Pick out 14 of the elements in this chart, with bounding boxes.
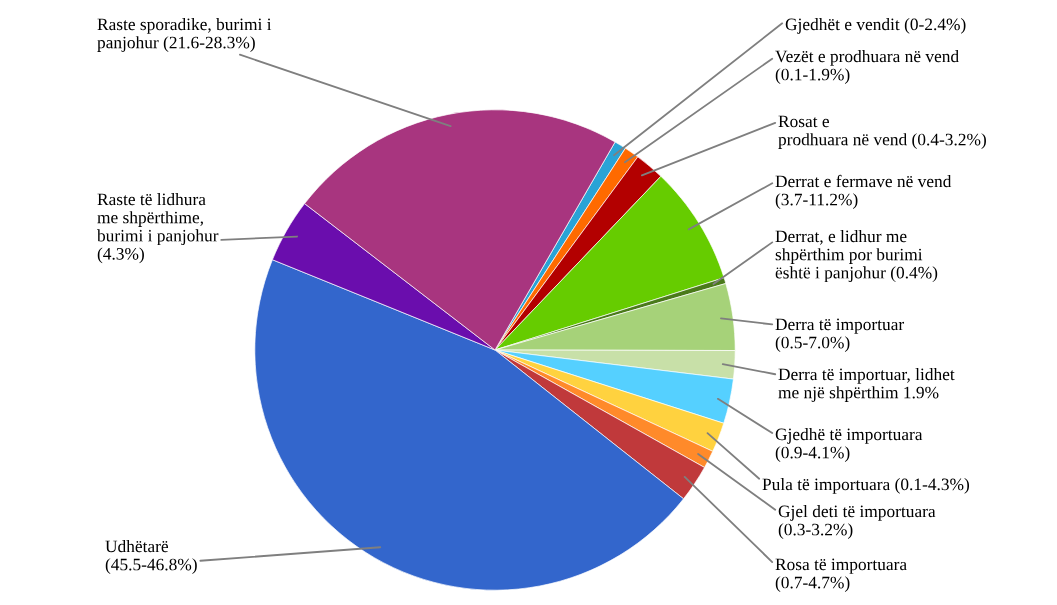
slice-label: Vezët e prodhuara në vend (0.1-1.9%) (775, 50, 959, 84)
slice-label: Udhëtarë (45.5-46.8%) (105, 540, 197, 574)
slice-label: Gjedhë të importuara (0.9-4.1%) (775, 428, 923, 462)
slice-label: Derrat, e lidhur me shpërthim por burimi është i panjohur (0.4%) (775, 230, 938, 283)
slice-label: Pula të importuara (0.1-4.3%) (762, 478, 970, 494)
slice-label: Gjel deti të importuara (0.3-3.2%) (778, 505, 936, 539)
slice-label: Derra të importuar, lidhet me një shpërthim 1.9% (778, 368, 955, 402)
slice-label: Derra të importuar (0.5-7.0%) (775, 318, 905, 352)
slice-label: Gjedhët e vendit (0-2.4%) (785, 18, 966, 34)
slice-label: Raste të lidhura me shpërthime, burimi i panjohur (4.3%) (97, 193, 219, 264)
slice-label: Rosa të importuara (0.7-4.7%) (775, 558, 907, 592)
slice-label: Derrat e fermave në vend (3.7-11.2%) (775, 174, 952, 209)
slice-label: Raste sporadike, burimi i panjohur (21.6-28.3%) (97, 18, 272, 52)
slice-label: Rosat e prodhuara në vend (0.4-3.2%) (778, 115, 986, 149)
